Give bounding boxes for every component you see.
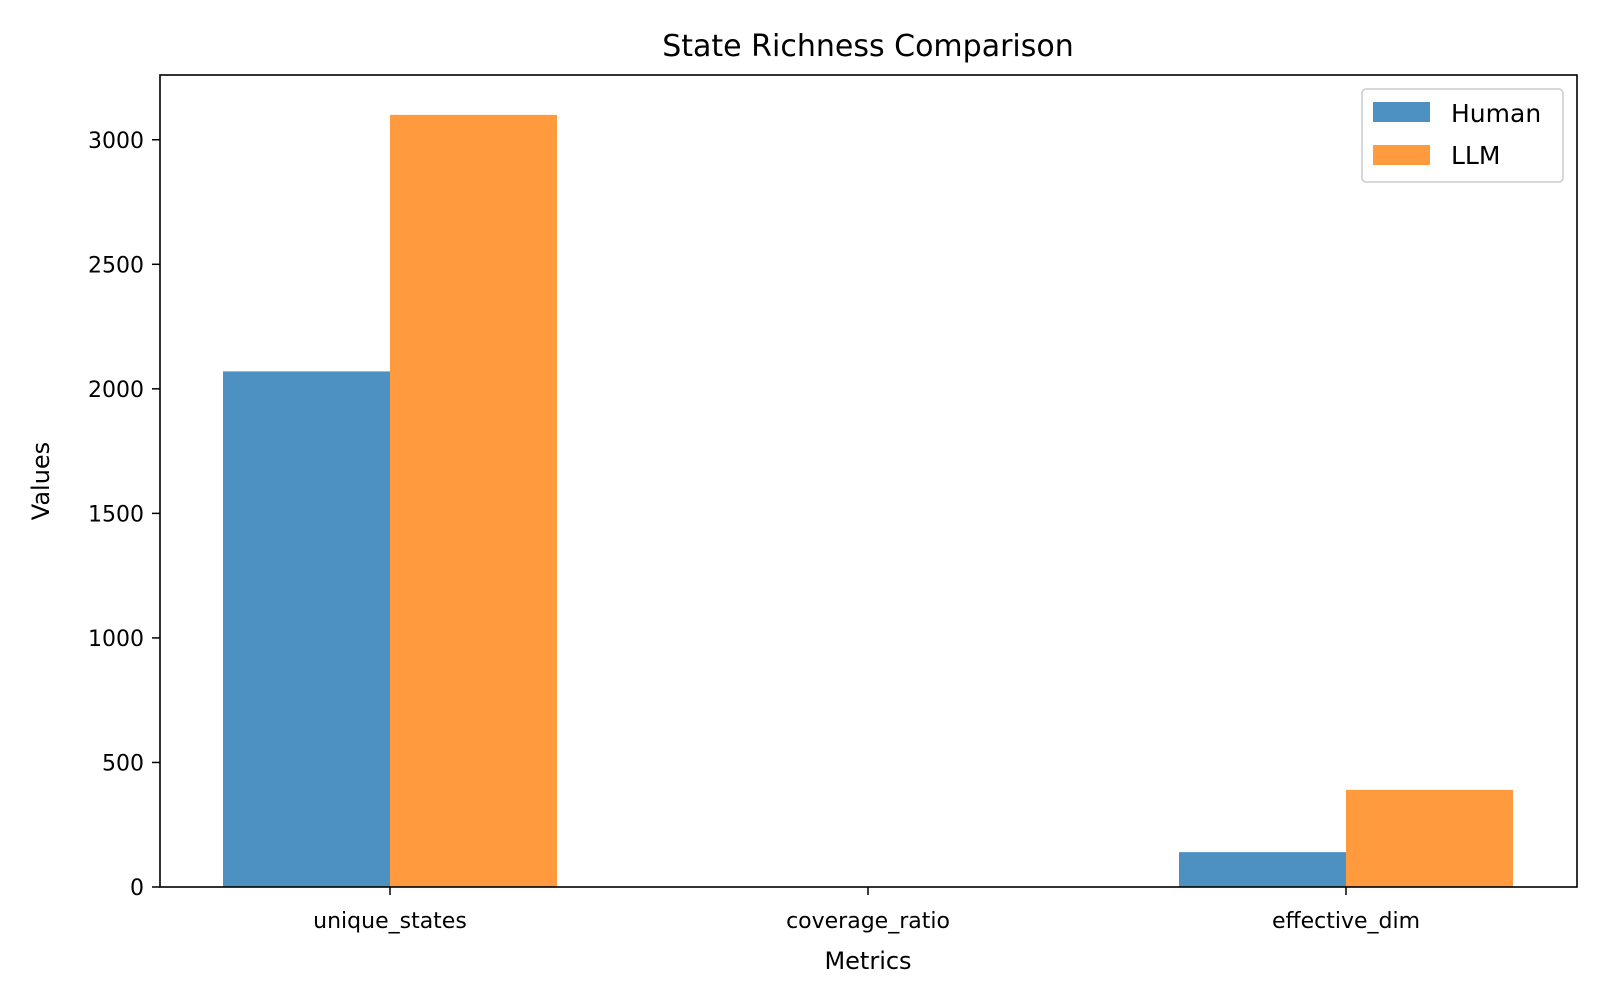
bars-layer	[223, 115, 1513, 887]
y-axis: 0 500 1000 1500 2000 2500 3000	[88, 129, 160, 901]
y-tick-label: 1500	[88, 502, 144, 527]
y-axis-label: Values	[27, 442, 55, 520]
legend-swatch-llm	[1373, 145, 1430, 165]
chart-title: State Richness Comparison	[662, 29, 1074, 64]
y-tick-label: 3000	[88, 129, 144, 154]
legend-label-llm: LLM	[1451, 141, 1500, 170]
y-tick-label: 2000	[88, 378, 144, 403]
x-axis-label: Metrics	[824, 947, 911, 975]
x-axis: unique_states coverage_ratio effective_dim	[313, 887, 1420, 934]
y-tick-label: 1000	[88, 627, 144, 652]
legend-label-human: Human	[1451, 99, 1541, 128]
legend-swatch-human	[1373, 102, 1430, 122]
y-tick-label: 0	[130, 876, 144, 901]
bar-llm-effective-dim	[1346, 790, 1513, 887]
x-tick-label-unique-states: unique_states	[313, 909, 467, 934]
x-tick-label-coverage-ratio: coverage_ratio	[786, 909, 950, 934]
x-tick-label-effective-dim: effective_dim	[1272, 909, 1420, 934]
bar-human-unique-states	[223, 371, 390, 887]
bar-human-effective-dim	[1179, 852, 1346, 887]
y-tick-label: 2500	[88, 253, 144, 278]
bar-llm-unique-states	[390, 115, 557, 887]
y-tick-label: 500	[102, 751, 144, 776]
legend: Human LLM	[1362, 89, 1563, 182]
